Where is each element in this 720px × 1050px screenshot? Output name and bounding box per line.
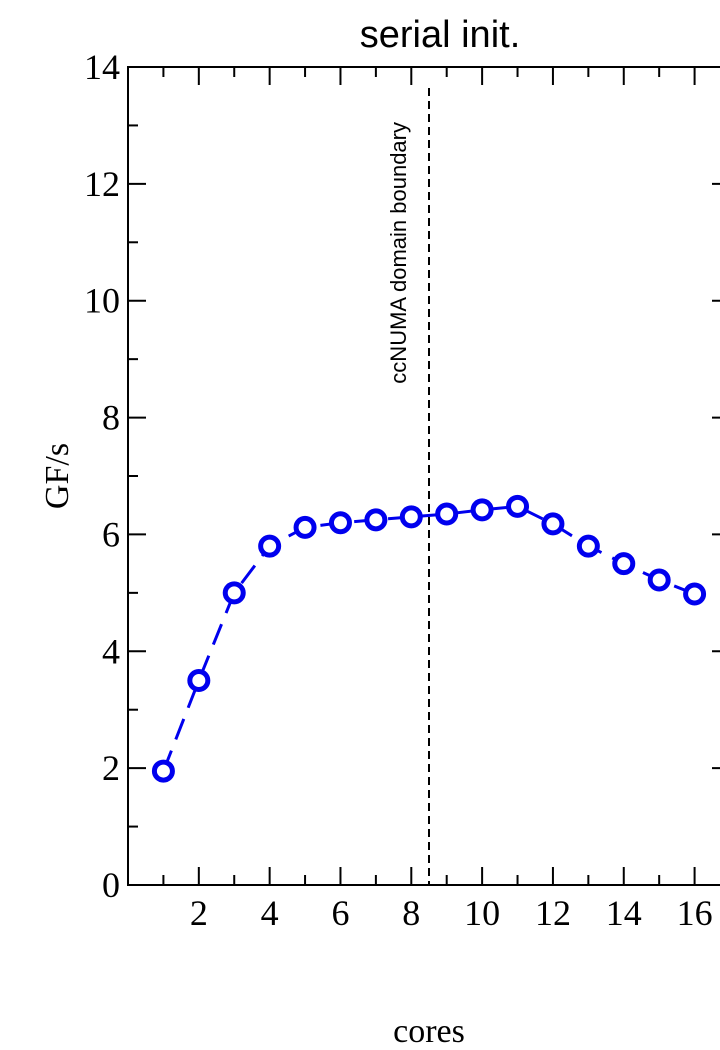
data-point (647, 568, 671, 592)
x-axis-label: cores (393, 1013, 465, 1050)
y-tick-label: 6 (102, 514, 120, 554)
data-point (293, 515, 317, 539)
data-point (222, 581, 246, 605)
x-tick-labels: 2 4 6 8 10 12 14 16 (190, 893, 713, 933)
y-tick-label: 14 (84, 47, 120, 87)
data-point (541, 512, 565, 536)
x-tick-label: 16 (677, 893, 713, 933)
series-group (151, 494, 707, 783)
data-point (506, 494, 530, 518)
data-point (612, 552, 636, 576)
x-tick-label: 4 (261, 893, 279, 933)
y-tick-label: 10 (84, 281, 120, 321)
y-tick-label: 12 (84, 164, 120, 204)
x-tick-label: 10 (464, 893, 500, 933)
x-tick-label: 14 (606, 893, 642, 933)
x-tick-label: 2 (190, 893, 208, 933)
data-point (258, 534, 282, 558)
data-point (576, 534, 600, 558)
plot-frame (127, 66, 720, 886)
axis-ticks (128, 66, 720, 886)
data-point (470, 498, 494, 522)
y-axis-label: GF/s (39, 443, 76, 509)
data-point (364, 508, 388, 532)
x-tick-label: 12 (535, 893, 571, 933)
series-markers (151, 494, 707, 783)
data-point (328, 511, 352, 535)
series-line (162, 504, 696, 772)
y-tick-label: 0 (102, 865, 120, 905)
x-tick-label: 8 (402, 893, 420, 933)
chart-title: serial init. (360, 14, 521, 56)
data-point (187, 669, 211, 692)
data-point (151, 759, 175, 783)
data-point (435, 502, 459, 526)
data-point (683, 582, 707, 606)
x-tick-label: 6 (331, 893, 349, 933)
data-point (399, 505, 423, 529)
y-tick-label: 2 (102, 748, 120, 788)
y-tick-labels: 0 2 4 6 8 10 12 14 (84, 47, 120, 905)
ccnuma-boundary-label: ccNUMA domain boundary (386, 122, 411, 384)
y-tick-label: 4 (102, 631, 120, 671)
y-tick-label: 8 (102, 398, 120, 438)
